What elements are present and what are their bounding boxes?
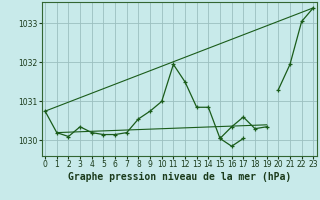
X-axis label: Graphe pression niveau de la mer (hPa): Graphe pression niveau de la mer (hPa) (68, 172, 291, 182)
